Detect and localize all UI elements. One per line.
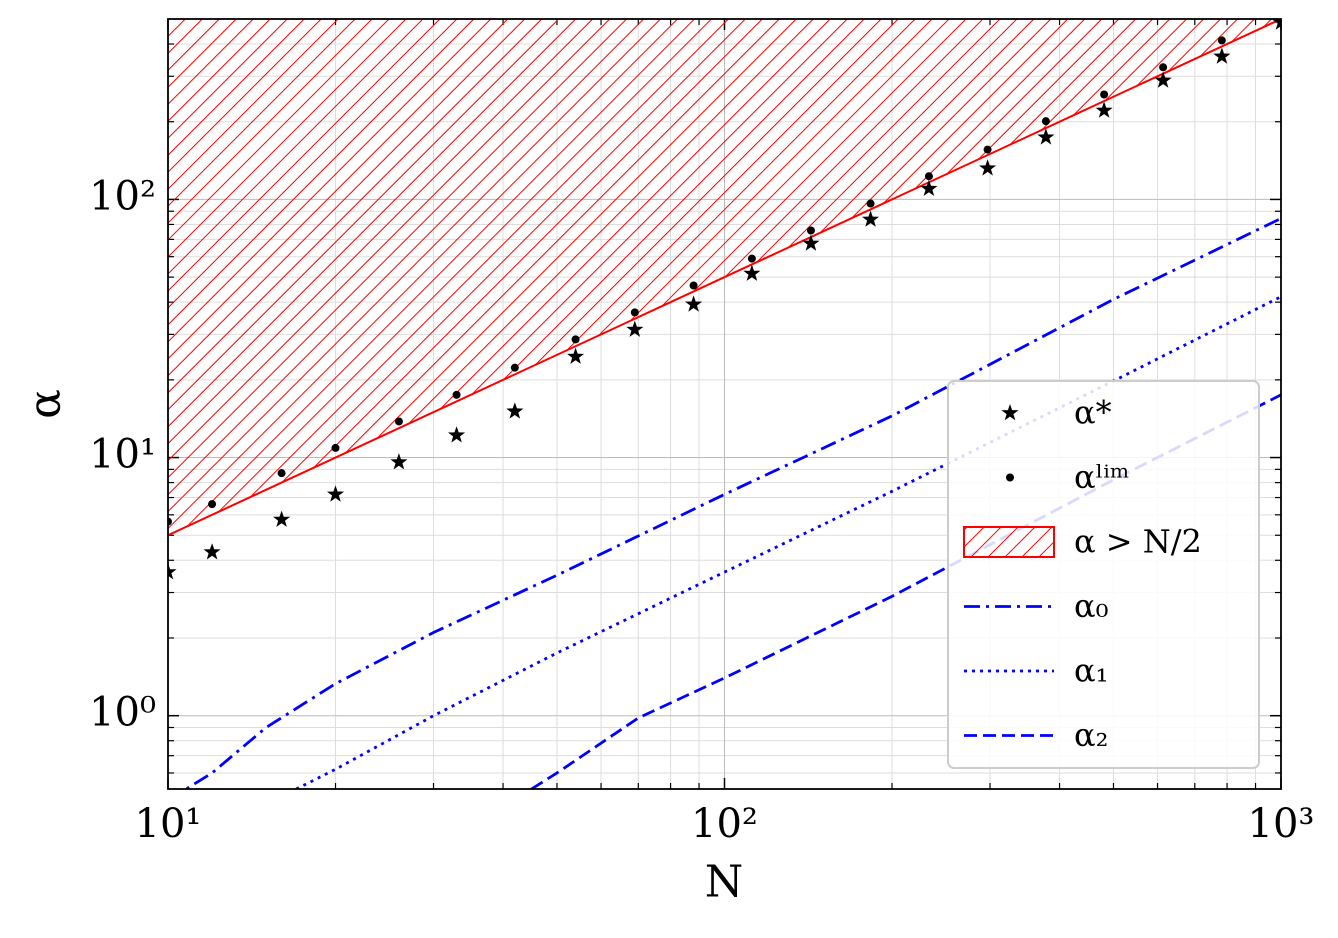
y-tick-label: 10¹ [89, 432, 156, 478]
dot-marker [277, 469, 286, 478]
y-tick-label: 10⁰ [89, 690, 156, 736]
star-marker [506, 402, 524, 419]
star-marker [1272, 19, 1281, 30]
dot-marker [630, 308, 639, 317]
dot-marker [747, 254, 756, 263]
legend-label: α₀ [1074, 587, 1108, 625]
legend-marker [963, 526, 1055, 558]
dot-marker [1100, 90, 1109, 99]
dot-marker [689, 281, 698, 290]
legend-label: αˡⁱᵐ [1074, 458, 1129, 496]
dot-marker [1041, 117, 1050, 126]
star-marker [203, 543, 221, 560]
x-tick-label: 10¹ [135, 801, 202, 847]
legend-label: α₂ [1074, 716, 1108, 754]
star-marker [567, 347, 585, 364]
boundary-line [168, 19, 1281, 537]
dot-marker [983, 145, 992, 154]
y-tick-label: 10² [89, 173, 156, 219]
dot-marker [452, 390, 461, 399]
star-marker [327, 485, 345, 502]
y-axis-label: α [20, 389, 71, 419]
star-marker [1037, 128, 1055, 145]
curve [183, 217, 1281, 789]
star-marker [168, 563, 177, 580]
dot-marker [168, 517, 172, 526]
legend-label: α₁ [1074, 652, 1108, 690]
legend-marker [1001, 404, 1019, 421]
star-marker [448, 426, 466, 443]
plot-frame [167, 18, 1282, 790]
dot-marker [571, 335, 580, 344]
star-marker [273, 510, 291, 527]
dot-marker [1159, 63, 1168, 72]
dot-marker [331, 443, 340, 452]
dot-marker [1277, 10, 1285, 18]
legend-label: α* [1074, 394, 1112, 432]
legend-box [947, 380, 1260, 769]
dot-marker [806, 226, 815, 235]
legend-marker [1006, 473, 1014, 482]
star-marker [979, 159, 997, 176]
dot-marker [866, 199, 875, 208]
star-marker [390, 453, 408, 470]
x-tick-label: 10² [691, 801, 758, 847]
star-marker [1213, 47, 1231, 64]
curve [530, 393, 1281, 789]
star-marker [1154, 71, 1172, 88]
x-axis-label: N [705, 857, 744, 908]
star-marker [920, 179, 938, 196]
dot-marker [924, 172, 933, 181]
star-marker [685, 295, 703, 312]
legend-label: α > N/2 [1074, 523, 1202, 561]
x-tick-label: 10³ [1248, 801, 1315, 847]
star-marker [1095, 101, 1113, 118]
dot-marker [1217, 36, 1226, 45]
dot-marker [394, 417, 403, 426]
star-marker [802, 234, 820, 251]
dot-marker [510, 363, 519, 372]
star-marker [626, 320, 644, 337]
star-marker [743, 264, 761, 281]
star-marker [862, 210, 880, 227]
dot-marker [208, 500, 217, 509]
